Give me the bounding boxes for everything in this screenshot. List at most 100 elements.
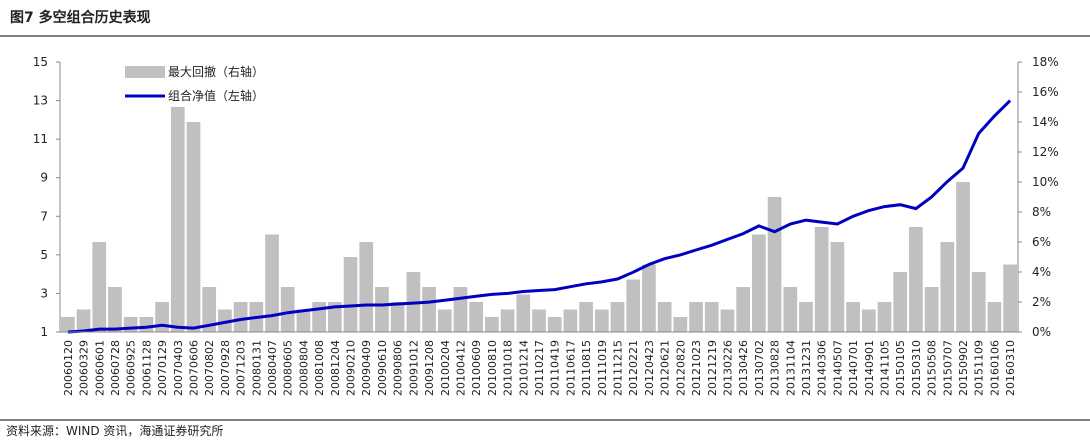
drawdown-bar — [799, 302, 813, 332]
x-tick-label: 20101214 — [517, 340, 530, 396]
x-tick-label: 20091208 — [423, 340, 436, 396]
x-tick-label: 20100412 — [454, 340, 467, 396]
y2-tick-label: 0% — [1032, 325, 1051, 339]
x-tick-label: 20130828 — [769, 340, 782, 396]
y-tick-label: 9 — [40, 171, 48, 185]
x-tick-label: 20150310 — [910, 340, 923, 396]
drawdown-bar — [139, 317, 154, 332]
x-tick-label: 20070403 — [172, 340, 185, 396]
y2-tick-label: 18% — [1032, 55, 1059, 69]
drawdown-bar — [469, 302, 484, 332]
drawdown-bar — [233, 302, 248, 332]
x-tick-label: 20130702 — [753, 340, 766, 396]
drawdown-bar — [861, 309, 876, 332]
drawdown-bar — [422, 287, 436, 332]
legend-swatch — [125, 66, 165, 78]
x-tick-label: 20160106 — [988, 340, 1001, 396]
drawdown-bar — [296, 309, 311, 332]
drawdown-bar — [971, 272, 986, 332]
x-tick-label: 20061128 — [140, 340, 153, 396]
x-tick-label: 20080131 — [250, 340, 263, 396]
x-tick-label: 20090806 — [392, 340, 405, 396]
x-tick-label: 20160310 — [1004, 340, 1017, 396]
drawdown-bar — [752, 234, 766, 332]
drawdown-bar — [265, 234, 279, 332]
drawdown-bar — [579, 302, 593, 332]
x-tick-label: 20150707 — [941, 340, 954, 396]
drawdown-bar — [170, 107, 185, 332]
x-tick-label: 20151109 — [973, 340, 986, 396]
drawdown-bar — [280, 287, 295, 332]
drawdown-bar — [956, 182, 970, 332]
x-tick-label: 20060925 — [125, 340, 138, 396]
y2-tick-label: 8% — [1032, 205, 1051, 219]
x-tick-label: 20120221 — [627, 340, 640, 396]
x-tick-label: 20080605 — [282, 340, 295, 396]
x-tick-label: 20080804 — [297, 340, 310, 396]
x-tick-label: 20111215 — [612, 340, 625, 396]
drawdown-bar — [485, 317, 499, 332]
drawdown-bar — [516, 294, 531, 332]
drawdown-bar — [689, 302, 703, 332]
drawdown-bar — [1003, 264, 1017, 332]
x-tick-label: 20140901 — [863, 340, 876, 396]
source-note: 资料来源：WIND 资讯，海通证券研究所 — [6, 423, 223, 438]
x-tick-label: 20081008 — [313, 340, 326, 396]
x-tick-label: 20090210 — [345, 340, 358, 396]
y-tick-label: 1 — [40, 325, 48, 339]
drawdown-bar — [783, 287, 798, 332]
x-tick-label: 20090409 — [360, 340, 373, 396]
x-tick-label: 20110815 — [580, 340, 593, 396]
drawdown-bar — [76, 309, 91, 332]
x-tick-label: 20130426 — [737, 340, 750, 396]
net-value-line — [67, 99, 1012, 334]
drawdown-bar — [814, 227, 829, 332]
x-tick-label: 20120820 — [674, 340, 687, 396]
x-tick-label: 20121023 — [690, 340, 703, 396]
drawdown-bar — [830, 242, 845, 332]
drawdown-bar — [924, 287, 939, 332]
x-tick-label: 20100609 — [470, 340, 483, 396]
drawdown-bar — [375, 287, 389, 332]
drawdown-bar — [893, 272, 908, 332]
drawdown-bar — [390, 302, 405, 332]
drawdown-bar — [359, 242, 374, 332]
drawdown-bar — [767, 197, 782, 332]
legend-label: 最大回撤（右轴） — [168, 64, 264, 79]
x-tick-label: 20100204 — [439, 340, 452, 396]
x-tick-label: 20110617 — [564, 340, 577, 396]
drawdown-bar — [92, 242, 107, 332]
x-tick-label: 20150508 — [926, 340, 939, 396]
drawdown-bar — [312, 302, 326, 332]
y2-tick-label: 6% — [1032, 235, 1051, 249]
x-tick-label: 20081204 — [329, 340, 342, 396]
drawdown-bar — [642, 264, 656, 332]
y-tick-label: 11 — [33, 132, 48, 146]
drawdown-bar — [940, 242, 955, 332]
x-tick-label: 20070802 — [203, 340, 216, 396]
x-tick-label: 20080407 — [266, 340, 279, 396]
y2-tick-label: 14% — [1032, 115, 1059, 129]
legend-label: 组合净值（左轴） — [168, 88, 264, 103]
x-tick-label: 20100810 — [486, 340, 499, 396]
drawdown-bar — [500, 309, 515, 332]
drawdown-bar — [657, 302, 672, 332]
x-tick-label: 20121219 — [706, 340, 719, 396]
drawdown-bar — [202, 287, 217, 332]
drawdown-bar — [563, 309, 578, 332]
drawdown-bar — [547, 317, 562, 332]
x-tick-label: 20071203 — [235, 340, 248, 396]
x-tick-label: 20070129 — [156, 340, 169, 396]
drawdown-bar — [155, 302, 169, 332]
drawdown-bar — [909, 227, 923, 332]
y-tick-label: 13 — [33, 94, 48, 108]
drawdown-bar — [343, 257, 358, 332]
x-tick-label: 20060728 — [109, 340, 122, 396]
x-tick-label: 20110217 — [533, 340, 546, 396]
x-tick-label: 20111019 — [596, 340, 609, 396]
x-tick-label: 20060601 — [93, 340, 106, 396]
y-tick-label: 15 — [33, 55, 48, 69]
x-tick-label: 20140507 — [831, 340, 844, 396]
